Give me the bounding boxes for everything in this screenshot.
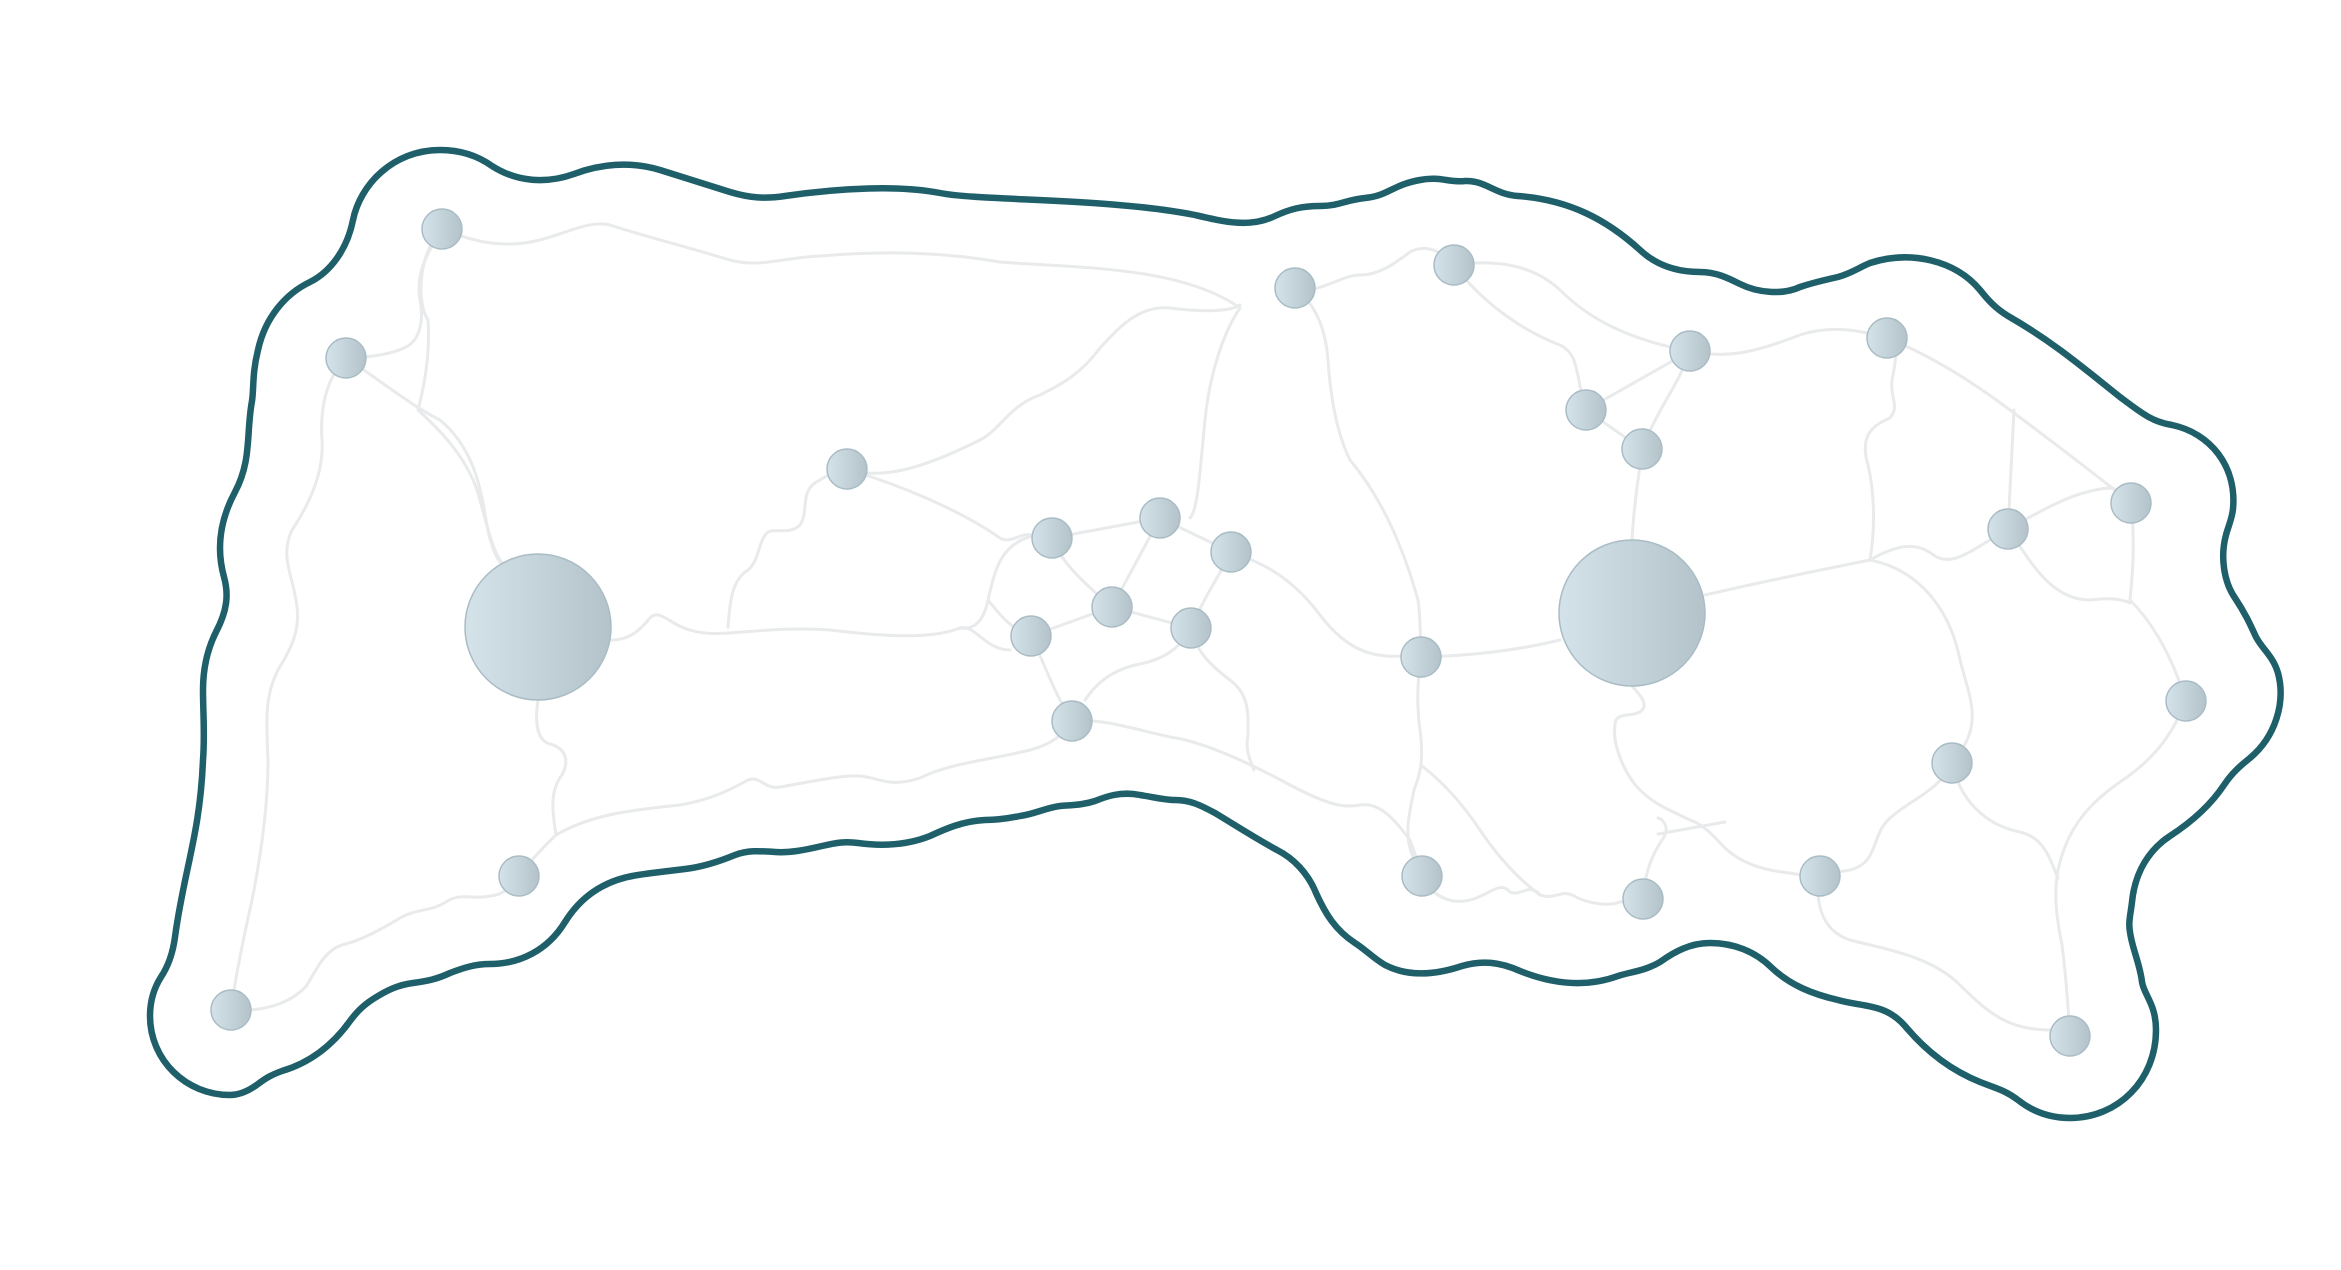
graph-edge [1816, 874, 2072, 1038]
hub-node [1558, 539, 1706, 687]
graph-node [1565, 389, 1607, 431]
graph-edge [416, 227, 508, 568]
graph-node [1401, 855, 1443, 897]
graph-node [1170, 607, 1212, 649]
graph-node [210, 989, 252, 1031]
graph-edge [1452, 261, 1692, 353]
graph-edge [1293, 286, 1423, 659]
graph-edge [1688, 327, 1889, 356]
graph-node [1866, 317, 1908, 359]
graph-edge [845, 467, 1034, 542]
graph-edge [1188, 306, 1242, 520]
graph-edge [1818, 761, 1954, 878]
nodes-group [210, 208, 2207, 1057]
graph-edge [229, 874, 521, 1012]
graph-edge [1029, 516, 1233, 638]
graph-edge [1703, 527, 2010, 597]
graph-edge [1189, 550, 1256, 772]
graph-edge [1950, 761, 2060, 880]
graph-edge [517, 698, 568, 878]
graph-node [2110, 482, 2152, 524]
graph-edge [726, 467, 849, 629]
graph-edge [2128, 501, 2188, 703]
graph-edge [554, 719, 1074, 837]
graph-node [1274, 267, 1316, 309]
graph-node [1091, 586, 1133, 628]
graph-edge [1293, 247, 1456, 291]
graph-node [1799, 855, 1841, 897]
graph-edge [609, 613, 1012, 652]
graph-node [421, 208, 463, 250]
graph-node [1621, 428, 1663, 470]
graph-node [1031, 517, 1073, 559]
graph-node [1669, 330, 1711, 372]
graph-edge [1406, 655, 1424, 878]
graph-edge [1885, 336, 2133, 505]
graph-edge [1420, 764, 1645, 906]
graph-edge [1029, 626, 1424, 878]
graph-edge [1452, 263, 1588, 412]
region-boundary [146, 146, 2284, 1122]
graph-edge [344, 356, 508, 568]
graph-node [2049, 1015, 2091, 1057]
graph-edge [1868, 558, 1974, 765]
graph-node [1433, 244, 1475, 286]
graph-edge [1420, 874, 1542, 903]
graph-node [1010, 615, 1052, 657]
graph-node [1139, 497, 1181, 539]
graph-node [2165, 680, 2207, 722]
graph-edge [1863, 336, 1897, 562]
graph-edge [1419, 638, 1562, 659]
graph-node [826, 448, 868, 490]
graph-node [498, 855, 540, 897]
graph-node [1400, 636, 1442, 678]
graph-node [1051, 700, 1093, 742]
graph-edge [1229, 550, 1423, 659]
graph-edge [229, 356, 348, 1012]
graph-edge [1641, 816, 1727, 901]
graph-node [1210, 531, 1252, 573]
graph-edge [2054, 699, 2188, 1038]
graph-node [1987, 508, 2029, 550]
graph-edge [845, 303, 1242, 475]
graph-edge [440, 222, 1242, 310]
graph-node [1622, 878, 1664, 920]
hub-node [464, 553, 612, 701]
graph-node [1931, 742, 1973, 784]
graph-node [325, 337, 367, 379]
graph-edge [1613, 684, 1822, 878]
